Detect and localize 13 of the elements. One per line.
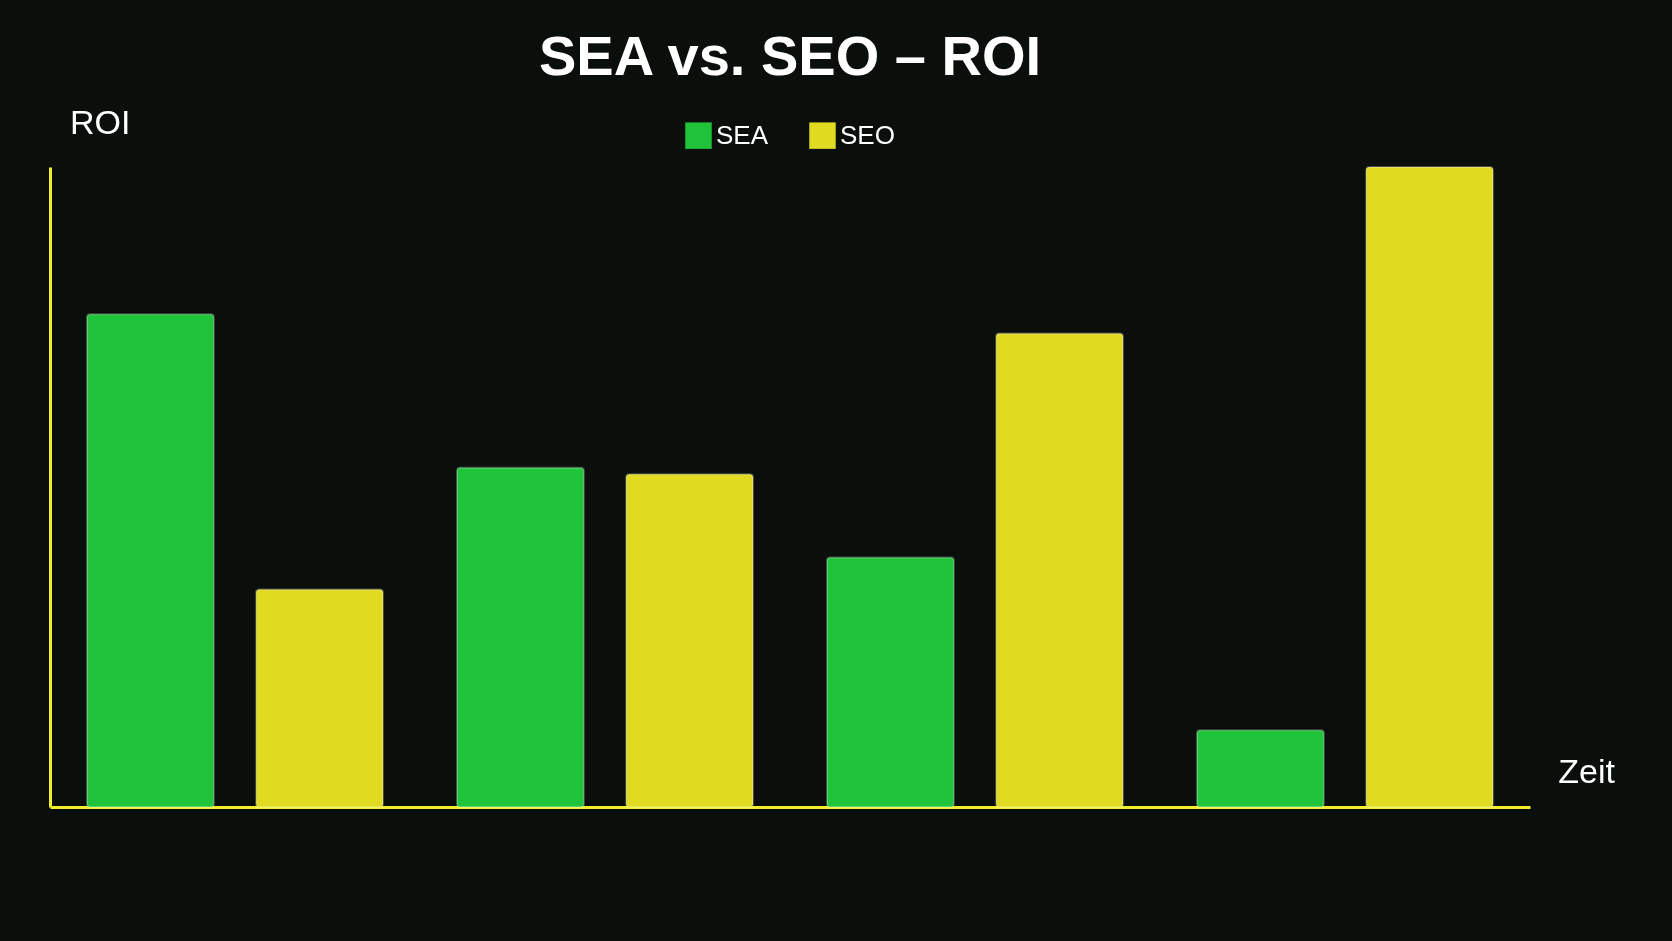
bar [1365, 166, 1494, 808]
bar [1196, 729, 1325, 808]
chart-title: SEA vs. SEO – ROI [538, 24, 1042, 87]
y-axis-title: ROI [70, 103, 131, 141]
bar [255, 588, 384, 808]
bar [995, 332, 1124, 808]
legend-label: SEO [840, 119, 895, 150]
bar [86, 313, 215, 808]
bar [826, 556, 955, 808]
bar [625, 473, 754, 808]
bar [456, 466, 585, 808]
x-axis-title: Zeit [1558, 752, 1616, 790]
legend-label: SEA [716, 119, 769, 150]
